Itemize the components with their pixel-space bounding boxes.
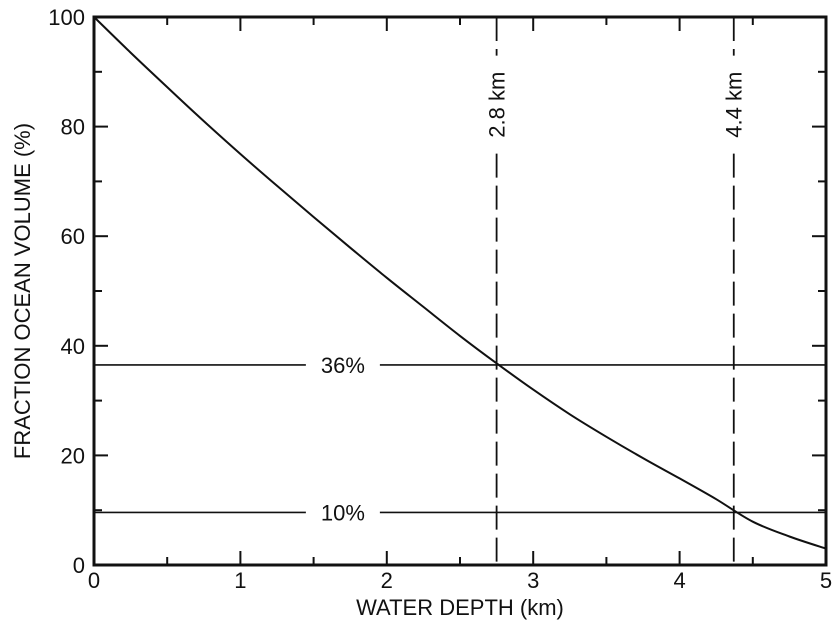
y-tick-label: 80 — [61, 115, 85, 140]
y-tick-label: 100 — [48, 5, 85, 30]
x-tick-label: 3 — [527, 568, 539, 593]
hline-label: 10% — [321, 500, 365, 525]
reference-lines — [94, 17, 826, 565]
x-tick-label: 1 — [234, 568, 246, 593]
x-tick-label: 5 — [820, 568, 832, 593]
y-tick-label: 20 — [61, 443, 85, 468]
y-axis-label: FRACTION OCEAN VOLUME (%) — [10, 123, 35, 459]
x-axis-label: WATER DEPTH (km) — [356, 595, 564, 620]
x-tick-label: 4 — [673, 568, 685, 593]
x-tick-label: 2 — [381, 568, 393, 593]
volume-curve — [93, 16, 827, 550]
x-tick-label: 0 — [88, 568, 100, 593]
axis-ticks — [93, 16, 827, 566]
vline-label: 2.8 km — [484, 72, 509, 138]
reference-labels: 36% 10% 2.8 km 4.4 km — [321, 72, 747, 526]
hline-label: 36% — [321, 353, 365, 378]
y-tick-label: 60 — [61, 224, 85, 249]
plot-frame — [92, 15, 828, 567]
tick-labels: 0 1 2 3 4 5 0 20 40 60 80 100 — [48, 5, 832, 593]
vline-label: 4.4 km — [721, 72, 746, 138]
y-tick-label: 0 — [73, 553, 85, 578]
y-tick-label: 40 — [61, 334, 85, 359]
